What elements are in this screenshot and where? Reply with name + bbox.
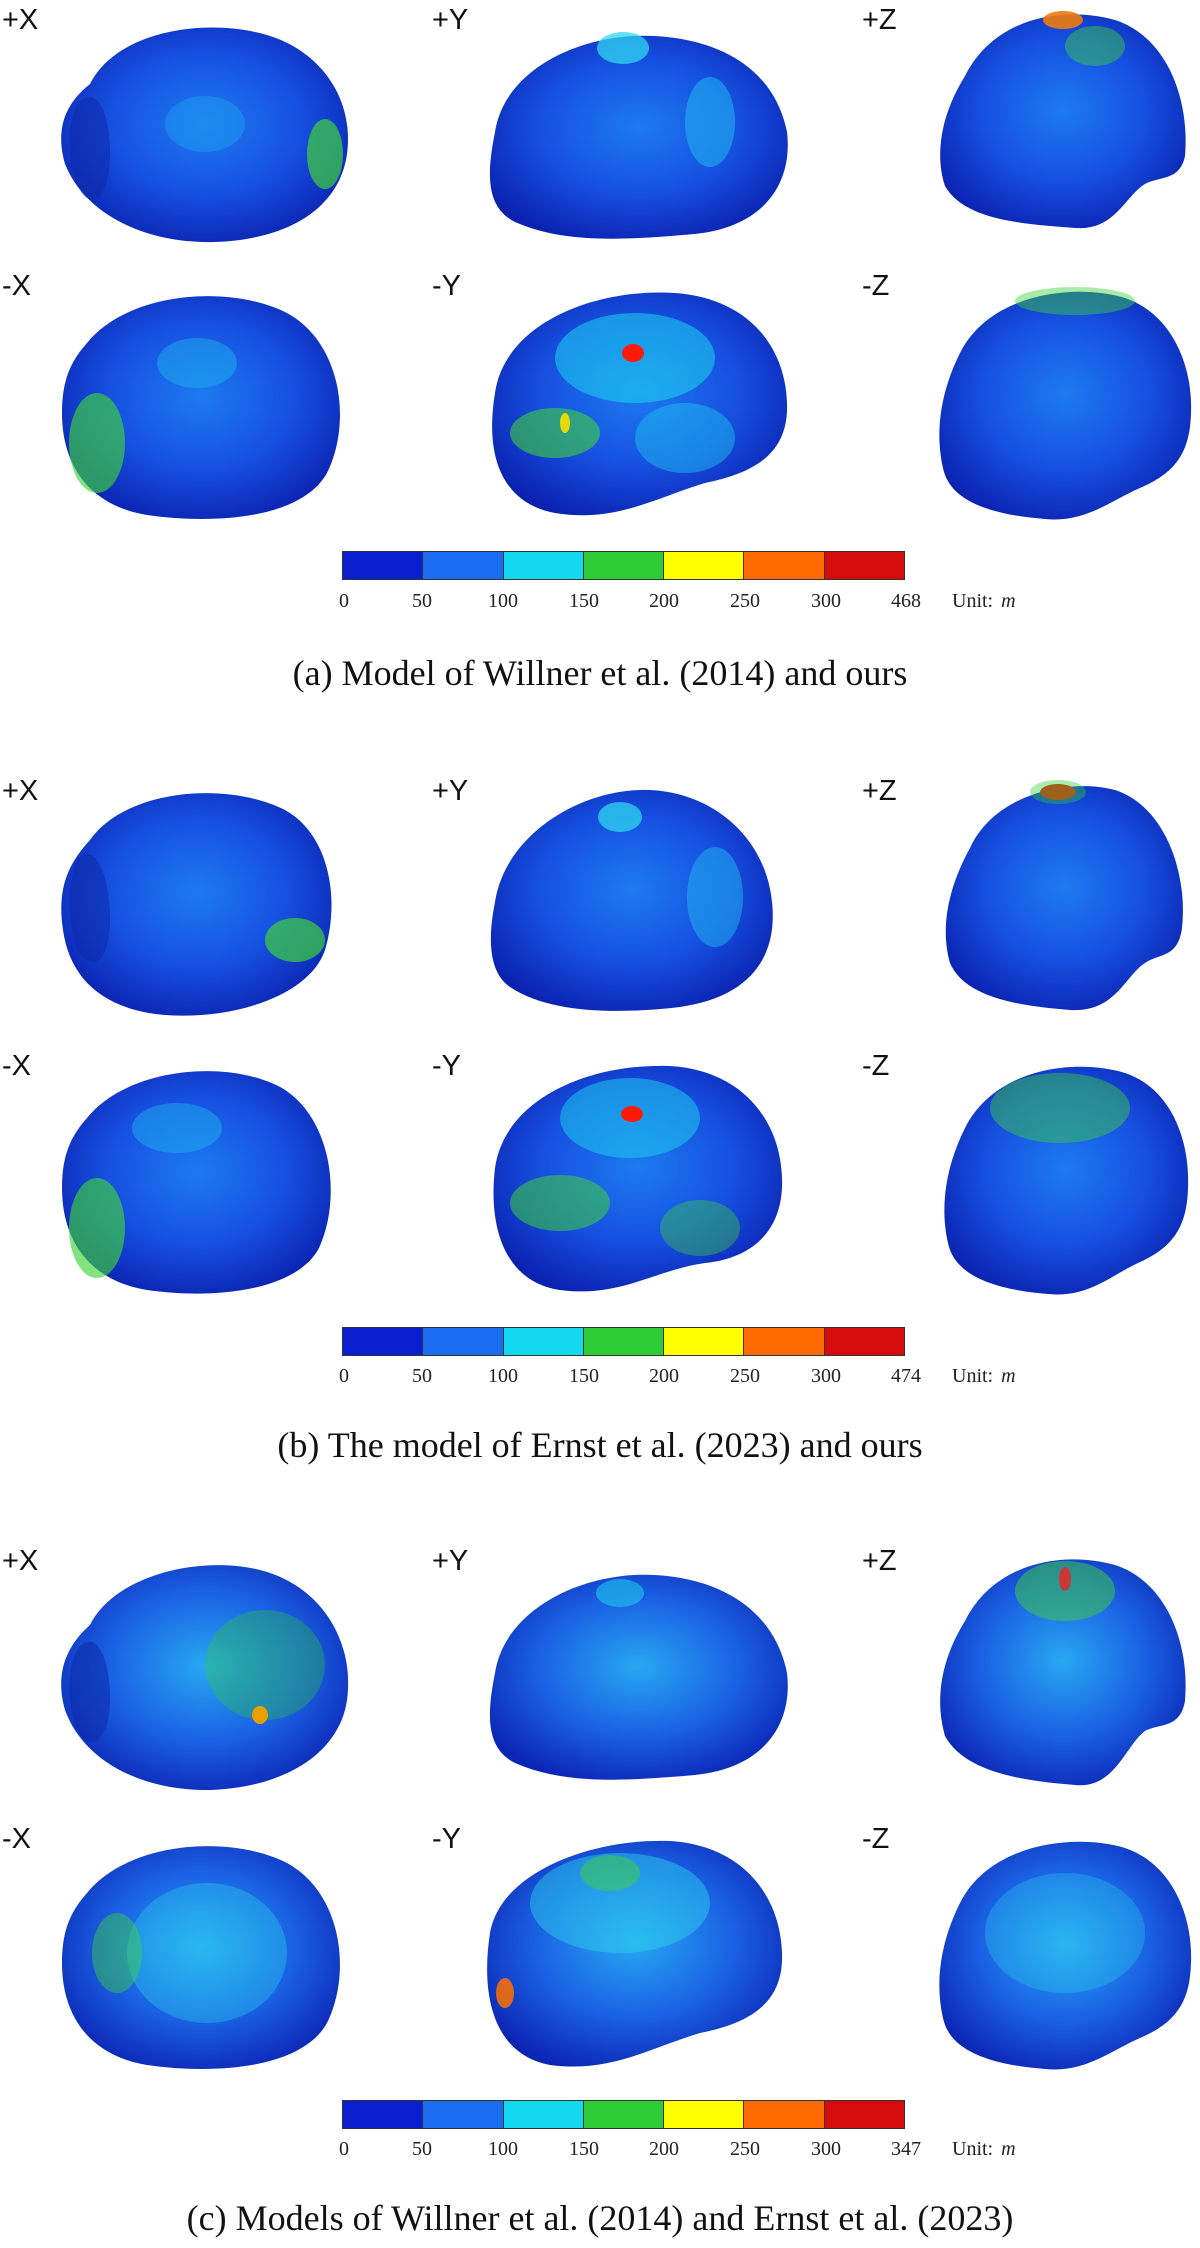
panel-b: +X +Y +Z -X -Y -Z bbox=[0, 772, 1200, 1492]
view-label-plus-z: +Z bbox=[862, 775, 897, 807]
colorbar-tick: 0 bbox=[339, 2138, 349, 2160]
view-label-minus-z: -Z bbox=[862, 270, 890, 302]
view-label-minus-y: -Y bbox=[432, 1823, 461, 1855]
colorbar-segment bbox=[343, 2101, 424, 2128]
asteroid-view-plus-x bbox=[61, 27, 349, 243]
colorbar-tick: 250 bbox=[730, 590, 760, 612]
colorbar-tick: 0 bbox=[339, 1365, 349, 1387]
view-label-minus-z: -Z bbox=[862, 1823, 890, 1855]
colorbar-segment bbox=[583, 552, 665, 579]
asteroid-view-minus-y bbox=[492, 292, 788, 516]
view-label-minus-z: -Z bbox=[862, 1050, 890, 1082]
colorbar-tick: 100 bbox=[488, 590, 518, 612]
colorbar-c bbox=[342, 2100, 905, 2129]
colorbar-segment bbox=[423, 552, 504, 579]
view-label-plus-z: +Z bbox=[862, 1545, 897, 1577]
asteroid-view-minus-z bbox=[944, 1066, 1189, 1295]
colorbar-segment bbox=[503, 1328, 584, 1355]
colorbar-tick: 200 bbox=[649, 590, 679, 612]
view-label-minus-y: -Y bbox=[432, 1050, 461, 1082]
colorbar-b bbox=[342, 1327, 905, 1356]
asteroid-view-minus-y bbox=[487, 1840, 783, 2067]
colorbar-segment bbox=[664, 1328, 745, 1355]
view-label-plus-z: +Z bbox=[862, 4, 897, 36]
colorbar-segment bbox=[824, 552, 904, 579]
colorbar-segment bbox=[583, 2101, 665, 2128]
colorbar-tick: 150 bbox=[569, 1365, 599, 1387]
colorbar-tick: 50 bbox=[412, 590, 432, 612]
caption-b: (b) The model of Ernst et al. (2023) and… bbox=[277, 1425, 923, 1465]
view-label-minus-y: -Y bbox=[432, 270, 461, 302]
colorbar-segment bbox=[664, 2101, 745, 2128]
view-label-minus-x: -X bbox=[2, 270, 31, 302]
asteroid-view-plus-z bbox=[945, 780, 1183, 1011]
asteroid-view-minus-z bbox=[939, 287, 1192, 520]
asteroid-view-plus-z bbox=[940, 1559, 1186, 1786]
unit-label: Unit: m bbox=[952, 590, 1016, 612]
colorbar-segment bbox=[744, 2101, 825, 2128]
colorbar-tick: 100 bbox=[488, 2138, 518, 2160]
asteroid-view-plus-z bbox=[940, 11, 1186, 229]
colorbar-a bbox=[342, 551, 905, 580]
colorbar-tick: 300 bbox=[811, 2138, 841, 2160]
colorbar-segment bbox=[824, 1328, 904, 1355]
colorbar-segment bbox=[423, 2101, 504, 2128]
colorbar-tick: 250 bbox=[730, 1365, 760, 1387]
unit-label: Unit: m bbox=[952, 1365, 1016, 1387]
colorbar-tick: 100 bbox=[488, 1365, 518, 1387]
colorbar-tick: 150 bbox=[569, 590, 599, 612]
colorbar-segment bbox=[744, 1328, 825, 1355]
view-label-plus-x: +X bbox=[2, 4, 39, 36]
colorbar-tick: 200 bbox=[649, 2138, 679, 2160]
colorbar-tick: 200 bbox=[649, 1365, 679, 1387]
view-label-plus-y: +Y bbox=[432, 775, 469, 807]
asteroid-view-minus-x bbox=[62, 1846, 340, 2069]
colorbar-tick: 50 bbox=[412, 2138, 432, 2160]
colorbar-segment bbox=[423, 1328, 504, 1355]
view-label-plus-y: +Y bbox=[432, 4, 469, 36]
asteroid-view-minus-z bbox=[939, 1841, 1192, 2070]
colorbar-segment bbox=[343, 552, 424, 579]
panel-c: +X +Y +Z -X -Y -Z 0 bbox=[0, 1545, 1200, 2248]
colorbar-tick: 347 bbox=[891, 2138, 921, 2160]
asteroid-view-plus-x bbox=[61, 793, 332, 1016]
colorbar-tick: 0 bbox=[339, 590, 349, 612]
colorbar-tick: 250 bbox=[730, 2138, 760, 2160]
colorbar-tick: 50 bbox=[412, 1365, 432, 1387]
colorbar-tick: 300 bbox=[811, 1365, 841, 1387]
asteroid-view-plus-y bbox=[489, 1574, 788, 1780]
asteroid-view-minus-x bbox=[62, 296, 340, 519]
view-label-plus-x: +X bbox=[2, 1545, 39, 1577]
unit-label: Unit: m bbox=[952, 2138, 1016, 2160]
colorbar-tick: 474 bbox=[891, 1365, 921, 1387]
colorbar-tick: 150 bbox=[569, 2138, 599, 2160]
asteroid-view-plus-y bbox=[489, 32, 788, 239]
asteroid-view-minus-x bbox=[62, 1071, 331, 1294]
view-label-minus-x: -X bbox=[2, 1050, 31, 1082]
view-label-plus-y: +Y bbox=[432, 1545, 469, 1577]
caption-a: (a) Model of Willner et al. (2014) and o… bbox=[292, 653, 908, 693]
colorbar-segment bbox=[343, 1328, 424, 1355]
view-label-minus-x: -X bbox=[2, 1823, 31, 1855]
colorbar-tick: 300 bbox=[811, 590, 841, 612]
colorbar-segment bbox=[664, 552, 745, 579]
asteroid-view-minus-y bbox=[493, 1065, 783, 1292]
colorbar-tick: 468 bbox=[891, 590, 921, 612]
panel-a: +X +Y +Z -X -Y -Z bbox=[0, 0, 1200, 700]
colorbar-segment bbox=[583, 1328, 665, 1355]
colorbar-segment bbox=[503, 552, 584, 579]
colorbar-segment bbox=[744, 552, 825, 579]
asteroid-view-plus-y bbox=[490, 789, 773, 1011]
view-label-plus-x: +X bbox=[2, 775, 39, 807]
colorbar-segment bbox=[824, 2101, 904, 2128]
caption-c: (c) Models of Willner et al. (2014) and … bbox=[186, 2198, 1014, 2238]
colorbar-segment bbox=[503, 2101, 584, 2128]
asteroid-view-plus-x bbox=[61, 1565, 349, 1791]
